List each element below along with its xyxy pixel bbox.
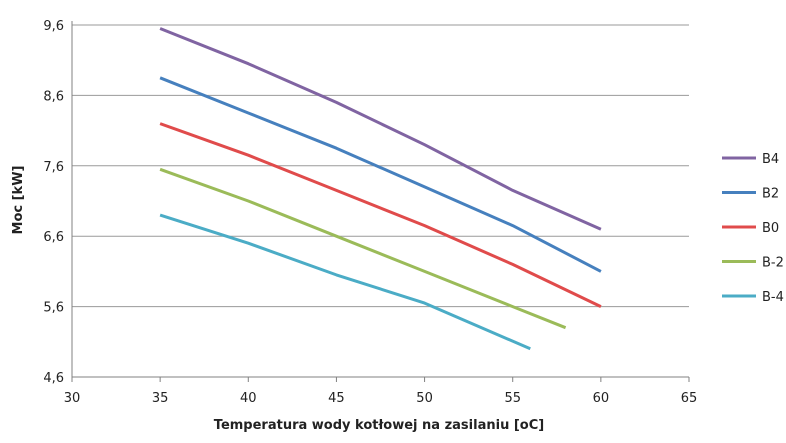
series-line-b0: [159, 122, 602, 308]
x-tick-label: 45: [328, 391, 345, 406]
series-line-b2: [159, 76, 602, 273]
x-tick-label: 55: [504, 391, 521, 406]
x-axis-title: Temperatura wody kotłowej na zasilaniu […: [214, 418, 544, 433]
legend-label: B2: [762, 187, 779, 202]
series-line-b4: [159, 27, 602, 231]
series-lines: [159, 27, 602, 351]
grid: [72, 24, 689, 308]
y-tick-label: 9,6: [43, 19, 64, 34]
y-tick-label: 7,6: [43, 160, 64, 175]
y-tick-label: 4,6: [43, 371, 64, 386]
x-tick-label: 50: [416, 391, 433, 406]
series-line-bm2: [159, 167, 567, 330]
legend-label: B-4: [762, 290, 784, 305]
x-tick-label: 65: [681, 391, 698, 406]
y-tick-label: 6,6: [43, 230, 64, 245]
y-tick-label: 5,6: [43, 301, 64, 316]
x-tick-label: 40: [240, 391, 257, 406]
legend-label: B-2: [762, 256, 784, 271]
x-tick-label: 35: [152, 391, 169, 406]
axes: 4,6 5,6 6,6 7,6 8,6 9,6 30 35 40 45 50 55 60 65: [43, 19, 697, 406]
legend-label: B0: [762, 221, 779, 236]
x-tick-label: 30: [64, 391, 81, 406]
legend-label: B4: [762, 152, 779, 167]
y-axis-title: Moc [kW]: [11, 166, 26, 235]
legend: B4 B2 B0 B-2 B-4: [722, 152, 784, 305]
x-tick-label: 60: [593, 391, 610, 406]
y-tick-label: 8,6: [43, 89, 64, 104]
series-line-bm4: [159, 213, 531, 351]
